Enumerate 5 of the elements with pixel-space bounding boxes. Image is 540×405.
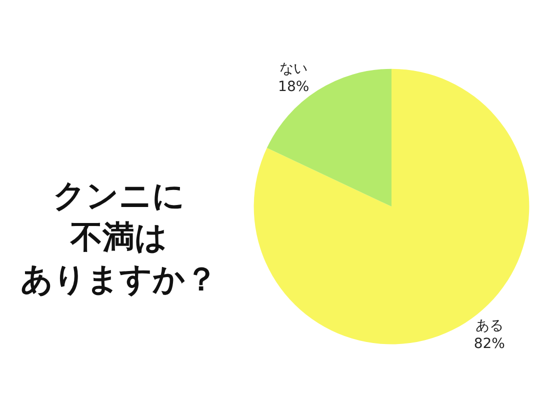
- data-label: 82%: [474, 336, 505, 352]
- slice-label: ある: [475, 318, 504, 334]
- slice-label: ない: [280, 60, 308, 77]
- text: クンニに不満はありますか？: [20, 176, 218, 298]
- data-label: 18%: [278, 79, 310, 96]
